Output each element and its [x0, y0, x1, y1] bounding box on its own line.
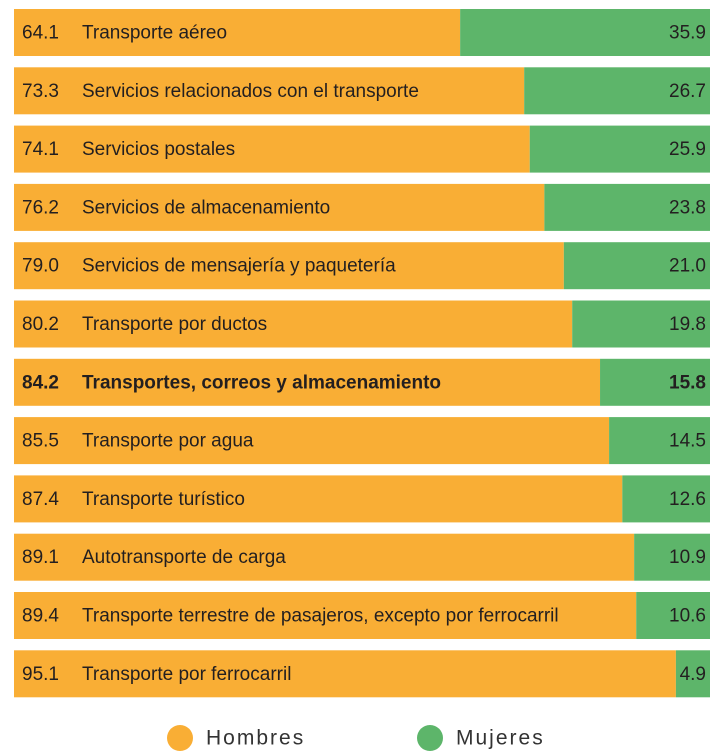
bar-segment: [524, 67, 710, 115]
value-label: 73.3: [22, 81, 59, 102]
value-label: 15.8: [669, 372, 706, 393]
category-label: Servicios de almacenamiento: [82, 197, 330, 218]
category-label: Servicios de mensajería y paquetería: [82, 256, 396, 277]
value-label: 10.6: [669, 606, 706, 627]
value-label: 74.1: [22, 139, 59, 160]
bar-segment: [14, 358, 601, 406]
category-label: Servicios postales: [82, 139, 235, 160]
bar-segment: [14, 242, 564, 290]
value-label: 84.2: [22, 372, 59, 393]
bar-segment: [460, 9, 710, 56]
bar-segment: [14, 300, 573, 348]
value-label: 25.9: [669, 139, 706, 160]
value-label: 23.8: [669, 197, 706, 218]
bar-segment: [609, 417, 710, 465]
bar-segment: [14, 592, 637, 639]
value-label: 64.1: [22, 23, 59, 44]
bar-segment: [563, 242, 710, 290]
value-label: 26.7: [669, 81, 706, 102]
category-label: Autotransporte de carga: [82, 547, 286, 568]
value-label: 12.6: [669, 489, 706, 510]
category-label: Servicios relacionados con el transporte: [82, 81, 419, 102]
bar-segment: [529, 125, 710, 173]
bar-segment: [634, 533, 710, 581]
legend-label: Hombres: [206, 727, 305, 750]
bar-segment: [14, 67, 525, 115]
category-label: Transporte por ferrocarril: [82, 664, 291, 685]
bar-segment: [675, 650, 710, 698]
category-label: Transporte por agua: [82, 431, 254, 452]
bar-segment: [14, 650, 676, 698]
value-label: 14.5: [669, 431, 706, 452]
value-label: 76.2: [22, 197, 59, 218]
bar-segment: [14, 183, 545, 231]
value-label: 85.5: [22, 431, 59, 452]
value-label: 35.9: [669, 23, 706, 44]
value-label: 80.2: [22, 314, 59, 335]
legend-label: Mujeres: [456, 727, 545, 750]
bar-segment: [14, 475, 623, 523]
bar-segment: [14, 125, 530, 173]
value-label: 95.1: [22, 664, 59, 685]
legend-swatch: [417, 725, 443, 751]
value-label: 4.9: [680, 664, 706, 685]
value-label: 21.0: [669, 256, 706, 277]
bar-segment: [14, 417, 610, 465]
category-label: Transporte aéreo: [82, 23, 227, 44]
value-label: 87.4: [22, 489, 59, 510]
bar-segment: [544, 183, 710, 231]
value-label: 79.0: [22, 256, 59, 277]
value-label: 89.1: [22, 547, 59, 568]
category-label: Transporte turístico: [82, 489, 245, 510]
bar-segment: [622, 475, 710, 523]
category-label: Transporte por ductos: [82, 314, 267, 335]
bar-segment: [14, 9, 461, 56]
category-label: Transportes, correos y almacenamiento: [82, 372, 441, 393]
bar-segment: [600, 358, 710, 406]
category-label: Transporte terrestre de pasajeros, excep…: [82, 606, 559, 627]
value-label: 10.9: [669, 547, 706, 568]
bar-segment: [14, 533, 635, 581]
bar-segment: [636, 592, 710, 639]
bar-segment: [572, 300, 710, 348]
value-label: 19.8: [669, 314, 706, 335]
value-label: 89.4: [22, 606, 59, 627]
legend-swatch: [167, 725, 193, 751]
